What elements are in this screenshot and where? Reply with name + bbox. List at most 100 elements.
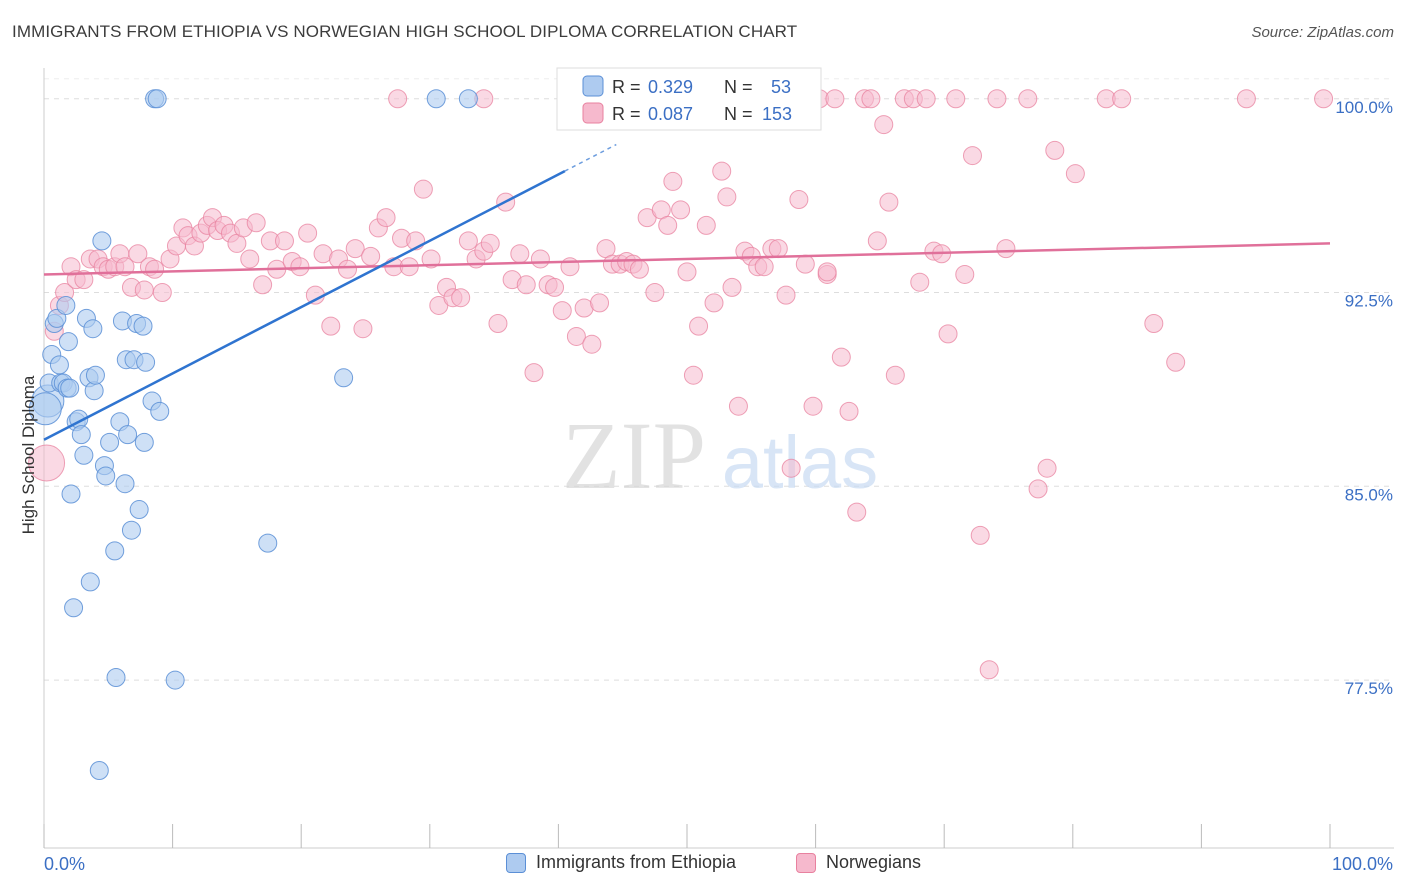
norwegians-point-127 <box>910 272 930 292</box>
norwegians-point-79 <box>582 334 602 354</box>
legend-swatch-norwegians <box>796 852 816 873</box>
ethiopia-point-50 <box>426 89 446 109</box>
ethiopia-point-30 <box>106 667 126 687</box>
norwegians-point-112 <box>803 396 823 416</box>
chart-source: Source: ZipAtlas.com <box>1251 24 1394 41</box>
trend-lines <box>43 143 1331 441</box>
watermark-zip: ZIP <box>562 402 706 509</box>
ethiopia-point-16 <box>71 425 91 445</box>
norwegians-point-75 <box>552 301 572 321</box>
ethiopia-point-47 <box>165 670 185 690</box>
norwegians-point-118 <box>847 502 867 522</box>
norwegians-point-136 <box>979 660 999 680</box>
norwegians-point-148 <box>1236 89 1256 109</box>
norwegians-point-128 <box>916 89 936 109</box>
norwegians-point-138 <box>996 239 1016 259</box>
ethiopia-point-40 <box>133 316 153 336</box>
x-tick-label-1: 100.0% <box>1332 854 1393 874</box>
norwegians-point-70 <box>516 275 536 295</box>
norwegians-point-92 <box>671 200 691 220</box>
ethiopia-point-48 <box>258 533 278 553</box>
norwegians-point-38 <box>274 231 294 251</box>
norwegians-point-91 <box>663 171 683 191</box>
norwegians-point-150 <box>388 89 408 109</box>
legend-swatch-ethiopia <box>506 852 526 873</box>
ethiopia-point-5 <box>49 355 69 375</box>
norwegians-point-131 <box>938 324 958 344</box>
norwegians-point-117 <box>839 401 859 421</box>
norwegians-point-35 <box>253 275 273 295</box>
ethiopia-point-35 <box>118 425 138 445</box>
ethiopia-point-29 <box>105 541 125 561</box>
y-tick-label-0: 77.5% <box>1345 679 1393 698</box>
norwegians-point-149 <box>1314 89 1334 109</box>
ethiopia-point-42 <box>136 352 156 372</box>
norwegians-point-111 <box>795 254 815 274</box>
norwegians-point-120 <box>861 89 881 109</box>
legend-item-norwegians: Norwegians <box>796 852 921 873</box>
ethiopia-point-27 <box>96 466 116 486</box>
y-tick-label-1: 85.0% <box>1345 485 1393 504</box>
norwegians-point-137 <box>987 89 1007 109</box>
legend-series: Immigrants from Ethiopia Norwegians <box>0 852 1406 878</box>
norwegians-point-101 <box>728 396 748 416</box>
norwegians-point-105 <box>754 257 774 277</box>
watermark: ZIP atlas <box>562 402 878 509</box>
norwegians-point-72 <box>530 249 550 269</box>
norwegians-point-122 <box>874 115 894 135</box>
legend-r-label-pink: R = <box>612 104 641 124</box>
norwegians-point-69 <box>510 244 530 264</box>
legend-n-label-blue: N = <box>724 77 753 97</box>
series-ethiopia-points <box>28 89 478 780</box>
norwegians-point-107 <box>768 239 788 259</box>
norwegians-point-97 <box>704 293 724 313</box>
ethiopia-trend-extension <box>564 143 617 172</box>
legend-item-ethiopia: Immigrants from Ethiopia <box>506 852 736 873</box>
norwegians-point-146 <box>1144 314 1164 334</box>
norwegians-point-40 <box>290 257 310 277</box>
ethiopia-point-51 <box>458 89 478 109</box>
norwegians-point-34 <box>246 213 266 233</box>
norwegians-point-135 <box>970 525 990 545</box>
legend-n-value-pink: 153 <box>762 104 792 124</box>
ethiopia-point-23 <box>85 365 105 385</box>
norwegians-point-143 <box>1065 164 1085 184</box>
ethiopia-point-24 <box>89 760 109 780</box>
norwegians-point-140 <box>1028 479 1048 499</box>
norwegians-point-95 <box>689 316 709 336</box>
norwegians-point-56 <box>413 179 433 199</box>
x-tick-label-0: 0.0% <box>44 854 85 874</box>
norwegians-point-147 <box>1166 352 1186 372</box>
ethiopia-point-41 <box>134 432 154 452</box>
norwegians-point-141 <box>1037 458 1057 478</box>
norwegians-point-116 <box>831 347 851 367</box>
legend-label-ethiopia: Immigrants from Ethiopia <box>536 852 737 872</box>
norwegians-point-108 <box>776 285 796 305</box>
norwegians-point-6 <box>74 270 94 290</box>
norwegians-point-47 <box>345 239 365 259</box>
norwegians-point-152 <box>817 262 837 282</box>
norwegians-point-115 <box>825 89 845 109</box>
norwegians-point-110 <box>789 190 809 210</box>
norwegians-point-96 <box>696 215 716 235</box>
norwegians-point-123 <box>879 192 899 212</box>
norwegians-point-49 <box>361 246 381 266</box>
ethiopia-point-8 <box>56 295 76 315</box>
ethiopia-point-20 <box>80 572 100 592</box>
ethiopia-point-11 <box>60 378 80 398</box>
y-tick-label-3: 100.0% <box>1335 98 1393 117</box>
norwegians-point-44 <box>321 316 341 336</box>
norwegians-point-77 <box>566 326 586 346</box>
ethiopia-point-39 <box>129 500 149 520</box>
norwegians-point-19 <box>152 283 172 303</box>
norwegians-point-42 <box>305 285 325 305</box>
ethiopia-point-4 <box>47 308 67 328</box>
norwegians-trend-line <box>43 242 1331 276</box>
norwegians-point-134 <box>962 146 982 166</box>
norwegians-point-15 <box>128 244 148 264</box>
ethiopia-point-33 <box>115 474 135 494</box>
axes <box>43 68 1394 849</box>
ethiopia-point-21 <box>83 319 103 339</box>
legend-r-label-blue: R = <box>612 77 641 97</box>
